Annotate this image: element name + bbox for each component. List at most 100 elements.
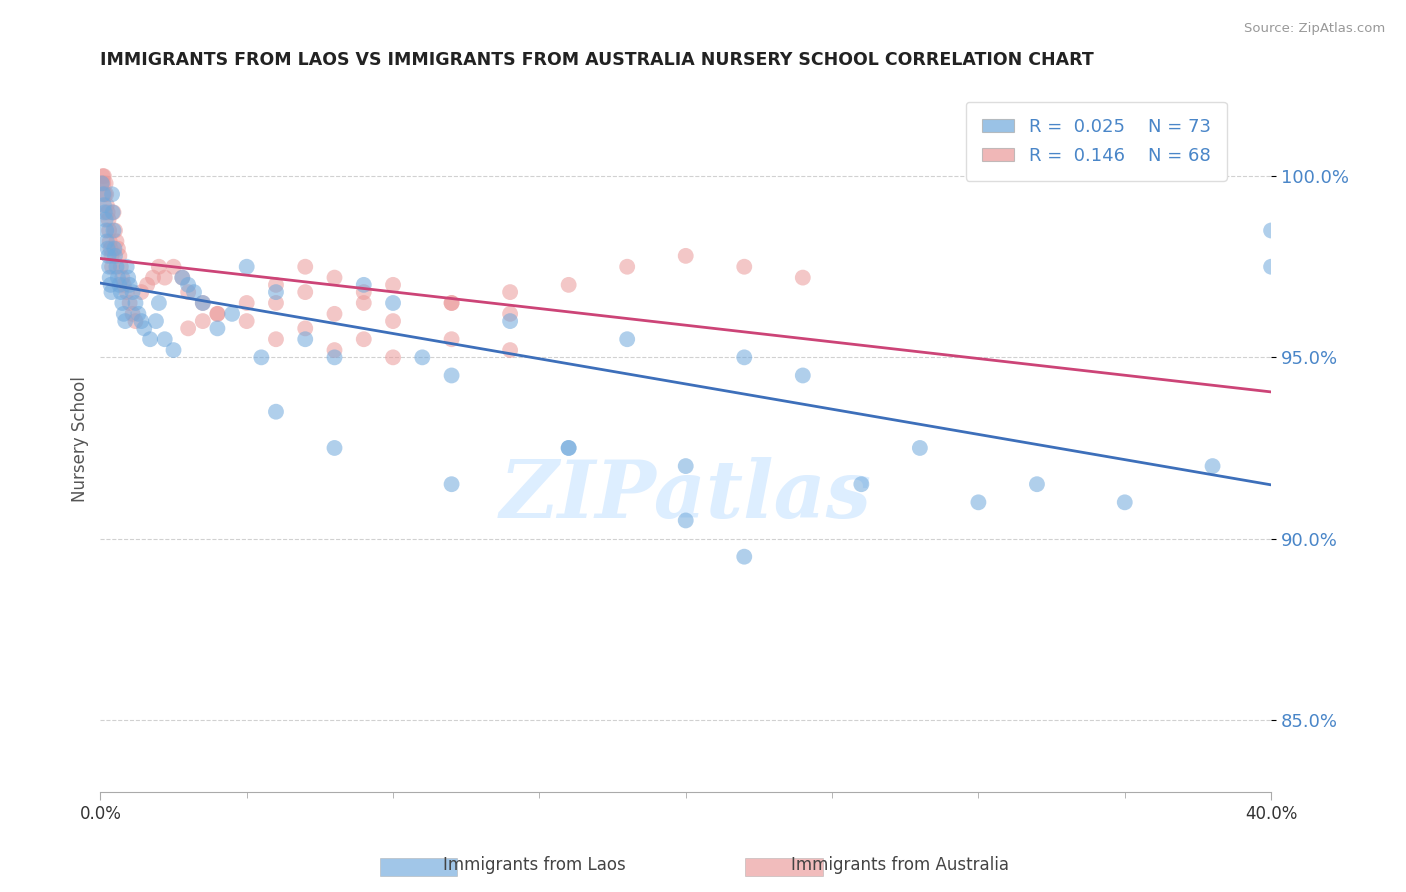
Point <box>353 285 375 299</box>
Point <box>96 187 118 202</box>
Point <box>100 277 122 292</box>
Point <box>90 177 112 191</box>
Point <box>115 260 138 274</box>
Text: Immigrants from Laos: Immigrants from Laos <box>443 855 626 873</box>
Point <box>172 270 194 285</box>
Point <box>124 314 146 328</box>
Point <box>104 249 127 263</box>
Point <box>353 277 375 292</box>
Point <box>131 314 153 328</box>
Point <box>98 235 121 249</box>
Point <box>191 296 214 310</box>
Point <box>96 198 118 212</box>
Point <box>967 495 990 509</box>
Point <box>124 296 146 310</box>
Point <box>191 314 214 328</box>
Point <box>353 296 375 310</box>
Point <box>177 285 200 299</box>
Point <box>127 307 149 321</box>
Point <box>115 285 138 299</box>
Point <box>207 307 229 321</box>
Point <box>792 368 814 383</box>
Point <box>93 169 115 183</box>
Point <box>353 332 375 346</box>
Legend: R =  0.025    N = 73, R =  0.146    N = 68: R = 0.025 N = 73, R = 0.146 N = 68 <box>966 102 1227 181</box>
Point <box>499 343 522 357</box>
Point <box>93 205 115 219</box>
Text: IMMIGRANTS FROM LAOS VS IMMIGRANTS FROM AUSTRALIA NURSERY SCHOOL CORRELATION CHA: IMMIGRANTS FROM LAOS VS IMMIGRANTS FROM … <box>100 51 1094 69</box>
Y-axis label: Nursery School: Nursery School <box>72 376 89 502</box>
Point <box>103 223 125 237</box>
Point <box>294 260 316 274</box>
Point <box>153 332 176 346</box>
Point <box>97 205 120 219</box>
Point <box>118 296 141 310</box>
Point <box>294 332 316 346</box>
Text: ZIPatlas: ZIPatlas <box>499 457 872 534</box>
Point <box>851 477 873 491</box>
Point <box>1026 477 1049 491</box>
Point <box>131 285 153 299</box>
Point <box>557 441 579 455</box>
Point <box>148 296 170 310</box>
Point <box>235 296 257 310</box>
Point <box>136 277 159 292</box>
Point <box>121 285 143 299</box>
Point <box>153 270 176 285</box>
Point <box>94 177 117 191</box>
Point <box>1260 260 1282 274</box>
Point <box>191 296 214 310</box>
Point <box>110 285 132 299</box>
Point <box>440 477 463 491</box>
Text: Source: ZipAtlas.com: Source: ZipAtlas.com <box>1244 22 1385 36</box>
Point <box>94 212 117 227</box>
Point <box>675 513 697 527</box>
Point <box>1260 223 1282 237</box>
Point <box>499 314 522 328</box>
Point <box>139 332 162 346</box>
Point <box>499 307 522 321</box>
Point <box>382 351 405 365</box>
Point <box>733 549 755 564</box>
Point <box>792 270 814 285</box>
Point <box>221 307 243 321</box>
Point <box>96 223 118 237</box>
Point <box>96 235 118 249</box>
Point <box>142 270 165 285</box>
Point <box>616 332 638 346</box>
Point <box>100 249 122 263</box>
Point <box>148 260 170 274</box>
Point <box>177 321 200 335</box>
Point <box>118 277 141 292</box>
Text: Immigrants from Australia: Immigrants from Australia <box>790 855 1010 873</box>
Point <box>908 441 931 455</box>
Point <box>177 277 200 292</box>
Point <box>675 459 697 474</box>
Point <box>733 260 755 274</box>
Point <box>117 270 139 285</box>
Point <box>323 351 346 365</box>
Point <box>111 270 134 285</box>
Point <box>103 242 125 256</box>
Point <box>183 285 205 299</box>
Point <box>557 277 579 292</box>
Point <box>103 205 125 219</box>
Point <box>162 260 184 274</box>
Point <box>235 260 257 274</box>
Point <box>382 296 405 310</box>
Point <box>440 368 463 383</box>
Point <box>101 187 124 202</box>
Point <box>105 260 128 274</box>
Point <box>264 285 287 299</box>
Point <box>104 223 127 237</box>
Point <box>499 285 522 299</box>
Point <box>411 351 433 365</box>
Point <box>100 285 122 299</box>
Point <box>105 235 128 249</box>
Point <box>616 260 638 274</box>
Point <box>557 441 579 455</box>
Point <box>91 177 114 191</box>
Point <box>112 277 135 292</box>
Point <box>107 242 129 256</box>
Point <box>108 249 131 263</box>
